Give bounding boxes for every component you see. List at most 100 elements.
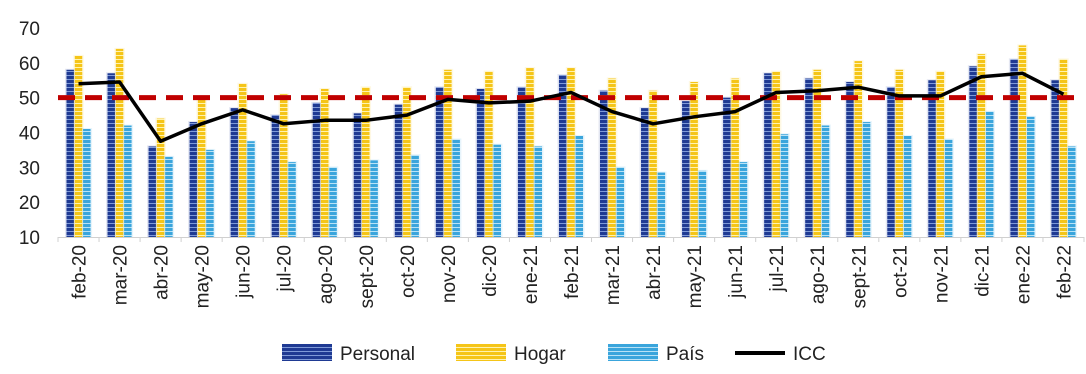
bar-pais — [124, 125, 132, 237]
bar-pais — [657, 172, 666, 237]
bar-personal — [723, 97, 731, 238]
bar-pais — [1026, 116, 1035, 237]
bars-layer — [64, 44, 1078, 238]
bar-pais — [1068, 146, 1076, 237]
x-tick-label: dic-21 — [972, 245, 993, 297]
bar-hogar — [813, 69, 821, 237]
x-tick-label: jul-21 — [767, 245, 788, 292]
bar-hogar — [690, 81, 698, 237]
bar-personal — [476, 88, 485, 237]
bar-pais — [411, 155, 419, 237]
legend-item-personal: Personal — [282, 344, 415, 365]
bar-hogar — [731, 78, 739, 237]
bar-hogar — [74, 55, 83, 237]
y-tick-label: 60 — [19, 54, 40, 75]
legend-swatch — [282, 344, 332, 361]
bar-hogar — [608, 78, 616, 237]
legend: Personal Hogar País ICC — [282, 344, 826, 365]
bar-pais — [780, 134, 789, 237]
legend-item-icc: ICC — [735, 344, 826, 365]
x-tick-label: jun-20 — [234, 245, 255, 299]
legend-label: ICC — [793, 344, 826, 365]
bar-personal — [599, 90, 608, 237]
bar-personal — [969, 66, 977, 237]
legend-label: Hogar — [514, 344, 566, 365]
bar-personal — [682, 101, 690, 238]
bar-pais — [862, 122, 871, 237]
y-tick-label: 30 — [19, 158, 40, 179]
bar-hogar — [403, 87, 411, 237]
bar-personal — [394, 104, 403, 237]
bar-hogar — [1018, 45, 1027, 237]
x-tick-label: dic-20 — [480, 245, 501, 297]
bar-hogar — [936, 71, 945, 238]
bar-pais — [493, 144, 501, 237]
x-tick-label: ago-20 — [316, 245, 337, 304]
x-tick-label: jun-21 — [726, 245, 747, 299]
x-tick-label: oct-20 — [398, 245, 419, 298]
bar-pais — [821, 125, 830, 237]
icc-line-layer — [78, 71, 1065, 143]
bar-personal — [846, 81, 854, 237]
bar-hogar — [485, 71, 493, 238]
y-tick-label: 20 — [19, 193, 40, 214]
bar-pais — [944, 139, 953, 237]
bar-personal — [66, 69, 74, 237]
bar-pais — [534, 146, 543, 237]
x-tick-label: nov-20 — [439, 245, 460, 303]
x-tick-label: feb-20 — [70, 245, 91, 299]
legend-label: Personal — [340, 344, 415, 365]
bar-pais — [370, 160, 378, 237]
bar-hogar — [156, 118, 165, 237]
line-icc — [78, 71, 1065, 143]
x-tick-label: jul-20 — [275, 245, 296, 292]
y-axis: 10 20 30 40 50 60 70 — [19, 19, 40, 249]
bar-hogar — [115, 48, 124, 238]
bar-hogar — [321, 88, 329, 237]
bar-pais — [739, 162, 748, 237]
bar-personal — [107, 73, 116, 238]
bar-pais — [575, 135, 584, 237]
x-tick-label: sept-21 — [849, 245, 870, 308]
x-tick-label: nov-21 — [931, 245, 952, 303]
bar-hogar — [197, 97, 206, 238]
x-tick-label: abr-20 — [152, 245, 173, 300]
y-tick-label: 40 — [19, 124, 40, 145]
bar-pais — [206, 149, 214, 237]
y-tick-label: 50 — [19, 89, 40, 110]
x-tick-label: abr-21 — [644, 245, 665, 300]
bar-hogar — [238, 83, 247, 237]
bar-personal — [887, 87, 895, 237]
legend-label: País — [666, 344, 704, 365]
x-axis: feb-20 mar-20 abr-20 may-20 jun-20 jul-20 ago-… — [57, 237, 1085, 308]
x-tick-label: mar-20 — [111, 245, 132, 305]
bar-pais — [83, 129, 91, 237]
bar-hogar — [854, 61, 863, 237]
bar-personal — [271, 115, 280, 237]
x-tick-label: feb-22 — [1054, 245, 1075, 299]
bar-pais — [452, 139, 460, 237]
bar-hogar — [567, 68, 575, 237]
x-tick-label: oct-21 — [890, 245, 911, 298]
bar-personal — [230, 108, 239, 237]
y-tick-label: 10 — [19, 228, 40, 249]
legend-item-hogar: Hogar — [456, 344, 566, 365]
bar-hogar — [649, 90, 657, 237]
x-tick-label: may-21 — [685, 245, 706, 308]
bar-personal — [517, 87, 526, 237]
bar-pais — [329, 167, 337, 237]
x-tick-label: ago-21 — [808, 245, 829, 304]
bar-hogar — [772, 71, 780, 238]
bar-personal — [928, 80, 936, 237]
legend-swatch — [456, 344, 506, 361]
x-tick-label: may-20 — [193, 245, 214, 308]
bar-pais — [903, 135, 912, 237]
bar-personal — [805, 78, 813, 237]
legend-item-pais: País — [608, 344, 704, 365]
bar-personal — [1051, 80, 1059, 237]
bar-hogar — [279, 94, 288, 237]
bar-pais — [985, 111, 994, 237]
bar-personal — [148, 146, 157, 237]
